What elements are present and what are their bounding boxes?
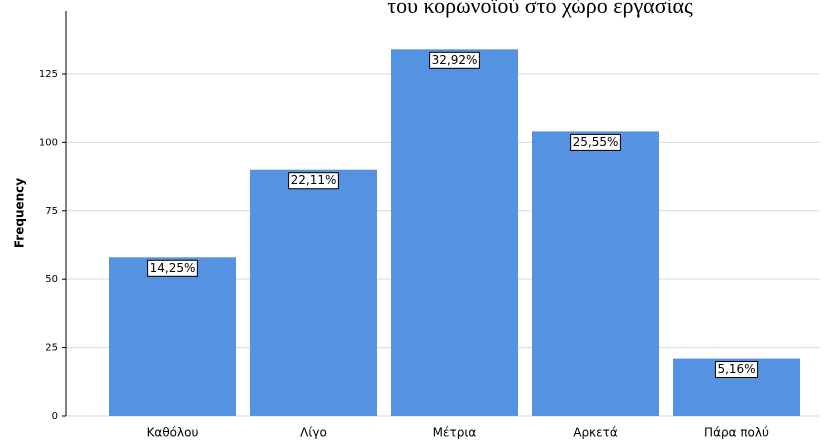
bar bbox=[532, 131, 659, 417]
bar bbox=[391, 49, 518, 416]
data-label-box bbox=[570, 133, 621, 151]
data-label-box bbox=[714, 361, 759, 379]
x-tick-label: Μέτρια bbox=[433, 426, 477, 440]
x-tick-label: Καθόλου bbox=[147, 426, 199, 440]
data-label: 22,11% bbox=[291, 173, 337, 187]
bar bbox=[250, 169, 377, 416]
x-tick-label: Αρκετά bbox=[573, 426, 618, 440]
y-tick-label: 0 bbox=[52, 411, 58, 422]
bar bbox=[109, 257, 236, 416]
x-tick-label: Λίγο bbox=[300, 426, 327, 440]
y-tick-label: 75 bbox=[45, 206, 58, 217]
y-tick-label: 100 bbox=[39, 137, 58, 148]
y-tick-label: 125 bbox=[39, 69, 58, 80]
y-tick-label: 25 bbox=[45, 343, 58, 354]
data-label-box bbox=[429, 51, 480, 69]
y-tick-label: 50 bbox=[45, 274, 58, 285]
y-axis-label: Frequency bbox=[13, 178, 27, 248]
data-label: 14,25% bbox=[150, 261, 196, 275]
x-tick-label: Πάρα πολύ bbox=[704, 426, 769, 440]
data-label-box bbox=[147, 259, 198, 277]
data-label: 5,16% bbox=[717, 362, 755, 376]
data-label: 25,55% bbox=[573, 135, 619, 149]
data-label-box bbox=[288, 172, 339, 190]
data-label: 32,92% bbox=[432, 53, 478, 67]
chart-title: του κορωνοϊού στο χώρο εργασίας bbox=[387, 0, 693, 18]
